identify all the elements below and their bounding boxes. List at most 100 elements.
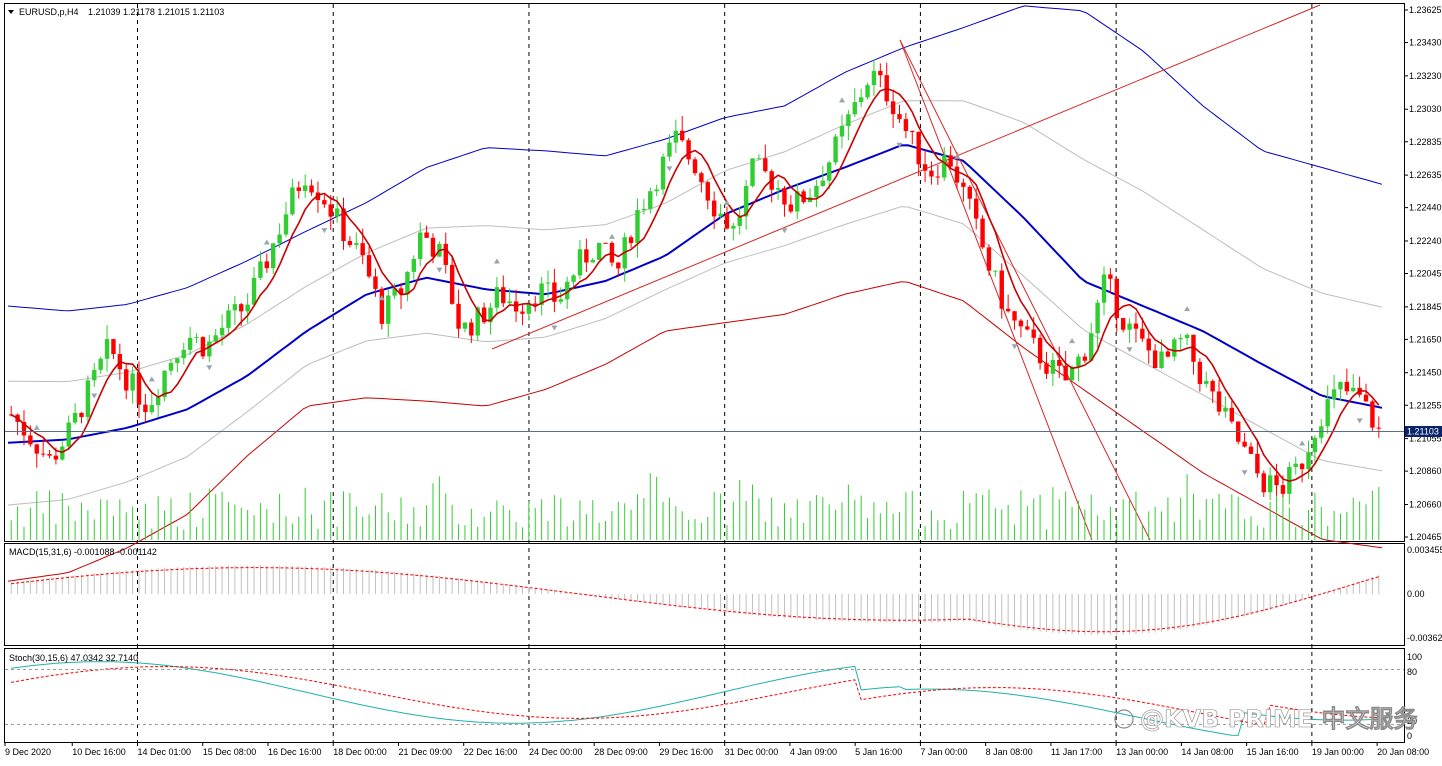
candle-body[interactable]	[922, 164, 928, 171]
candle-body[interactable]	[1037, 337, 1043, 364]
candle-body[interactable]	[1005, 308, 1011, 312]
candle-body[interactable]	[1280, 485, 1286, 494]
candle-body[interactable]	[239, 304, 244, 312]
candle-body[interactable]	[1178, 338, 1183, 340]
candle-body[interactable]	[1344, 381, 1350, 392]
candle-body[interactable]	[111, 339, 116, 355]
candle-body[interactable]	[961, 182, 966, 187]
candle-body[interactable]	[705, 182, 710, 201]
candle-body[interactable]	[386, 295, 391, 324]
candle-body[interactable]	[1114, 278, 1119, 319]
candle-body[interactable]	[788, 204, 794, 212]
candle-body[interactable]	[692, 159, 698, 174]
candle-body[interactable]	[1101, 274, 1107, 303]
candle-body[interactable]	[846, 114, 851, 127]
candle-body[interactable]	[577, 249, 583, 276]
candle-body[interactable]	[98, 358, 103, 370]
candle-body[interactable]	[1370, 401, 1375, 428]
candle-body[interactable]	[34, 444, 39, 454]
candle-body[interactable]	[72, 412, 78, 423]
candle-body[interactable]	[533, 303, 538, 305]
candle-body[interactable]	[839, 126, 845, 137]
candle-body[interactable]	[539, 283, 544, 305]
candle-body[interactable]	[456, 303, 461, 329]
candle-body[interactable]	[513, 301, 519, 312]
candle-body[interactable]	[1363, 394, 1369, 402]
candle-body[interactable]	[750, 158, 755, 186]
candle-body[interactable]	[469, 322, 474, 336]
candle-body[interactable]	[852, 102, 857, 115]
candle-body[interactable]	[673, 130, 679, 143]
candle-body[interactable]	[1216, 391, 1222, 412]
candle-body[interactable]	[942, 155, 947, 178]
chart-menu-arrow-icon[interactable]	[8, 10, 14, 14]
candle-body[interactable]	[200, 337, 206, 357]
candle-body[interactable]	[213, 335, 218, 342]
candle-body[interactable]	[341, 208, 346, 242]
candle-body[interactable]	[552, 282, 557, 302]
candle-body[interactable]	[616, 262, 621, 269]
candle-body[interactable]	[258, 261, 263, 278]
candle-body[interactable]	[360, 243, 365, 256]
candle-body[interactable]	[1197, 361, 1203, 384]
candle-body[interactable]	[264, 261, 270, 269]
candle-body[interactable]	[897, 114, 902, 120]
candle-body[interactable]	[973, 198, 979, 219]
candle-body[interactable]	[603, 242, 608, 244]
candle-body[interactable]	[507, 301, 512, 304]
candle-body[interactable]	[47, 454, 52, 456]
candle-body[interactable]	[699, 173, 704, 183]
candle-body[interactable]	[1069, 366, 1075, 381]
candle-body[interactable]	[21, 421, 27, 436]
candle-body[interactable]	[162, 370, 167, 398]
candle-body[interactable]	[501, 287, 506, 304]
candle-body[interactable]	[916, 131, 921, 165]
candle-body[interactable]	[731, 225, 736, 229]
candle-body[interactable]	[1050, 359, 1056, 374]
candle-body[interactable]	[302, 185, 308, 191]
candle-body[interactable]	[449, 264, 455, 304]
candle-body[interactable]	[667, 142, 672, 157]
candle-body[interactable]	[79, 412, 84, 418]
candle-body[interactable]	[328, 204, 333, 217]
candle-body[interactable]	[155, 397, 161, 406]
candle-body[interactable]	[1012, 311, 1017, 321]
candle-body[interactable]	[334, 208, 340, 217]
candle-body[interactable]	[520, 311, 525, 314]
candle-body[interactable]	[1063, 365, 1068, 381]
candle-body[interactable]	[1184, 334, 1190, 339]
candle-body[interactable]	[763, 158, 768, 172]
candle-body[interactable]	[737, 216, 742, 226]
candle-body[interactable]	[1242, 441, 1247, 447]
candle-body[interactable]	[814, 185, 819, 198]
candle-body[interactable]	[628, 237, 634, 244]
candle-body[interactable]	[865, 85, 870, 98]
trend-line[interactable]	[899, 39, 1151, 541]
candle-body[interactable]	[232, 304, 238, 311]
candle-body[interactable]	[775, 188, 781, 190]
trend-line[interactable]	[491, 4, 1321, 350]
candle-body[interactable]	[1338, 381, 1343, 390]
candle-body[interactable]	[526, 303, 532, 314]
candle-body[interactable]	[130, 373, 135, 391]
candle-body[interactable]	[635, 210, 640, 244]
candle-body[interactable]	[1146, 338, 1151, 351]
candle-body[interactable]	[948, 155, 953, 167]
candle-body[interactable]	[1299, 463, 1305, 470]
candle-body[interactable]	[641, 208, 647, 211]
candle-body[interactable]	[564, 281, 570, 300]
candle-body[interactable]	[168, 362, 174, 371]
candle-body[interactable]	[418, 232, 423, 259]
candle-body[interactable]	[347, 241, 353, 246]
candle-body[interactable]	[1089, 333, 1094, 361]
candle-body[interactable]	[1082, 356, 1088, 361]
candle-body[interactable]	[648, 191, 653, 209]
candle-body[interactable]	[251, 277, 257, 305]
candle-body[interactable]	[1044, 363, 1049, 374]
candle-body[interactable]	[654, 189, 659, 192]
candle-body[interactable]	[660, 156, 666, 190]
candle-body[interactable]	[28, 435, 33, 445]
candle-body[interactable]	[801, 191, 806, 203]
candle-body[interactable]	[53, 455, 59, 460]
candle-body[interactable]	[718, 213, 723, 217]
